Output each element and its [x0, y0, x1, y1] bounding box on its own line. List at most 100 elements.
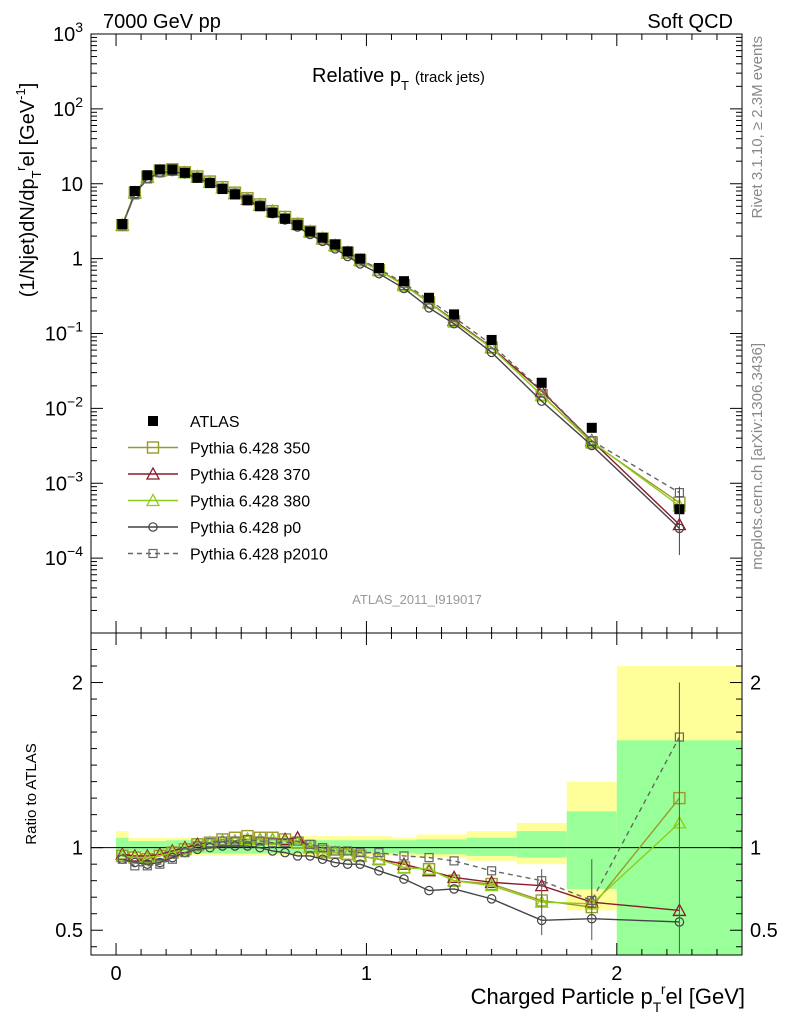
ratio-point-p2010 — [399, 851, 409, 861]
ratio-point-p380 — [252, 832, 268, 846]
ratio-point-p0 — [342, 859, 353, 869]
atlas-data-point — [267, 207, 278, 218]
legend-label-p380: Pythia 6.428 380 — [190, 494, 310, 511]
ratio-point-p380 — [353, 848, 368, 862]
x-tick-label-0: 0 — [110, 963, 121, 985]
ratio-point-p0 — [424, 885, 434, 896]
atlas-data-point — [192, 172, 203, 183]
atlas-data-point — [586, 422, 597, 433]
atlas-data-point — [229, 189, 240, 200]
main-y-tick-label-4: 10−1 — [45, 319, 83, 346]
main-y-tick-label-1: 102 — [53, 94, 83, 121]
ratio-point-p2010 — [487, 866, 497, 876]
ratio-point-p2010 — [142, 861, 152, 871]
process-label: Soft QCD — [647, 11, 733, 33]
ratio-point-p0 — [217, 841, 228, 851]
band-green-1 — [128, 841, 167, 853]
ratio-point-p370 — [484, 874, 499, 888]
ratio-point-p2010 — [192, 841, 203, 851]
main-point-p0 — [586, 440, 597, 451]
x-axis-label: Charged Particle pTrel [GeV] — [471, 981, 745, 1015]
ratio-point-p350 — [228, 831, 242, 844]
main-y-tick-label-5: 10−2 — [45, 393, 83, 420]
atlas-data-point — [355, 253, 366, 264]
atlas-data-point — [255, 201, 266, 212]
ratio-point-p0 — [374, 865, 384, 876]
ratio-point-p0 — [399, 874, 409, 884]
atlas-data-point — [117, 219, 128, 230]
ratio-point-p0 — [255, 842, 265, 853]
main-frame-border — [90, 33, 743, 634]
main-y-tick-label-6: 10−3 — [45, 468, 83, 495]
ratio-point-p2010 — [155, 859, 165, 869]
band-green-4 — [391, 840, 417, 854]
main-y-tick-label-7: 10−4 — [45, 543, 83, 570]
ratio-point-p2010 — [449, 856, 459, 866]
atlas-data-point — [536, 377, 547, 388]
ratio-point-p380 — [302, 840, 318, 854]
ratio-point-p370 — [446, 870, 462, 884]
main-y-tick-label-3: 1 — [72, 249, 83, 271]
ratio-point-p2010 — [355, 848, 365, 858]
ratio-y-tick-label-left-2: 2 — [72, 673, 83, 695]
ratio-point-p380 — [277, 833, 293, 847]
ratio-point-p380 — [290, 835, 305, 849]
mcplots-reference-label: mcplots.cern.ch [arXiv:1306.3436] — [749, 343, 766, 570]
atlas-data-point — [142, 170, 153, 181]
legend-marker-p380 — [145, 493, 161, 507]
ratio-y-tick-label-right-0: 0.5 — [750, 920, 778, 942]
ratio-point-p380 — [152, 848, 167, 862]
legend-label-atlas: ATLAS — [190, 414, 240, 431]
atlas-data-point — [305, 226, 316, 237]
legend-marker-p370 — [145, 466, 161, 480]
main-y-tick-label-0: 103 — [53, 19, 83, 46]
ratio-point-p2010 — [267, 838, 278, 848]
band-green-6 — [466, 837, 517, 856]
legend: ATLAS Pythia 6.428 350 Pythia 6.428 370 Pyt… — [128, 414, 328, 564]
atlas-data-point — [204, 178, 215, 189]
ratio-point-p2010 — [255, 836, 265, 846]
ratio-uncertainty-bands — [116, 666, 742, 955]
legend-marker-p0 — [148, 522, 158, 532]
ratio-plot-frame: 0 1 2 0.5 0.5 1 1 2 2 — [55, 632, 778, 985]
ratio-y-tick-label-left-1: 1 — [72, 838, 83, 860]
ratio-point-p2010 — [117, 854, 127, 864]
atlas-data-point — [398, 276, 409, 287]
ratio-point-p0 — [330, 857, 340, 868]
atlas-data-point — [179, 167, 190, 178]
ratio-point-p380 — [446, 873, 462, 887]
atlas-data-point — [330, 239, 341, 250]
ratio-point-p380 — [371, 851, 387, 865]
atlas-data-point — [424, 292, 435, 303]
main-point-p0 — [449, 318, 459, 329]
ratio-point-p0 — [230, 841, 240, 851]
atlas-data-point — [317, 232, 328, 243]
main-line-p0 — [121, 170, 680, 529]
atlas-data-point — [486, 334, 497, 345]
band-green-5 — [416, 839, 467, 855]
main-point-p380 — [584, 434, 599, 448]
band-green-7 — [516, 831, 567, 858]
ratio-line-p2010 — [121, 736, 681, 902]
ratio-point-p0 — [355, 859, 365, 869]
atlas-data-point — [167, 164, 178, 175]
legend-marker-p350 — [146, 441, 160, 454]
ratio-point-p2010 — [205, 838, 215, 848]
analysis-watermark: ATLAS_2011_I919017 — [352, 592, 482, 607]
ratio-point-p0 — [205, 842, 215, 853]
ratio-line-p0 — [122, 845, 680, 923]
ratio-point-p2010 — [318, 843, 328, 853]
ratio-point-p370 — [152, 846, 167, 860]
ratio-point-p0 — [317, 854, 328, 865]
legend-label-p370: Pythia 6.428 370 — [190, 467, 310, 484]
ratio-point-p0 — [292, 851, 303, 861]
ratio-point-p2010 — [374, 848, 384, 858]
ratio-point-p380 — [484, 878, 499, 892]
main-line-p2010 — [121, 170, 680, 494]
chart-title: Relative pT (track jets) — [312, 65, 485, 93]
ratio-point-p2010 — [217, 836, 228, 846]
ratio-point-p2010 — [130, 861, 140, 871]
atlas-data-point — [373, 262, 384, 273]
